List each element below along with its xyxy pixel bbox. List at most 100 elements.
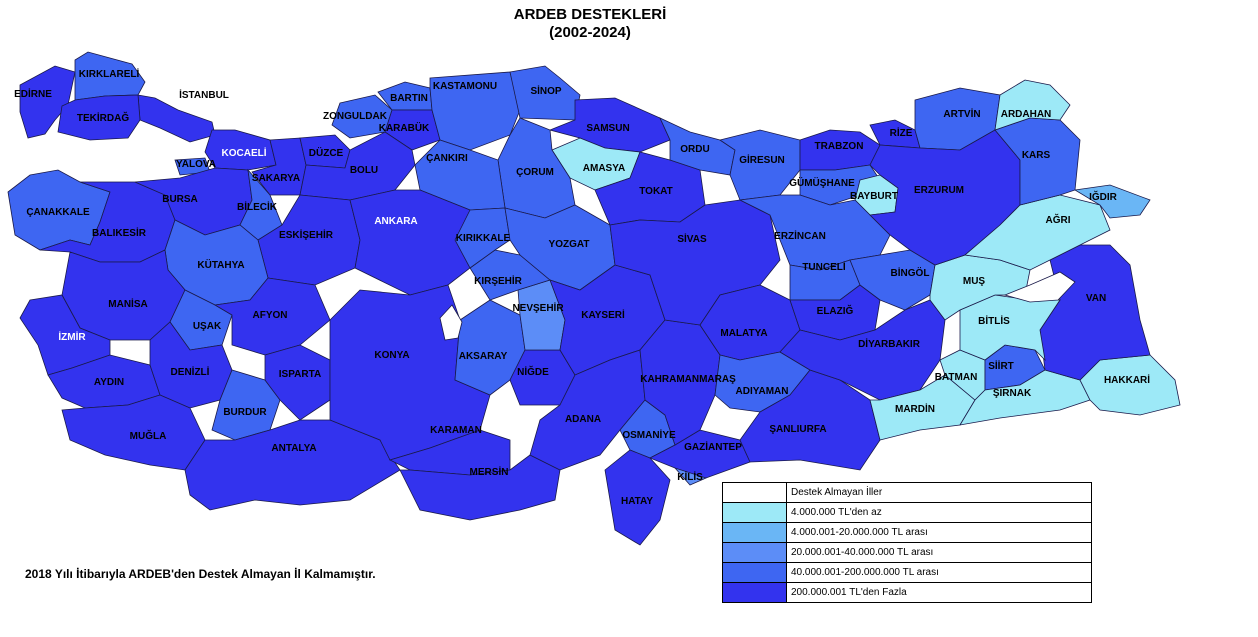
province-label-ordu: ORDU [680, 144, 709, 155]
province-label-tekirdag: TEKİRDAĞ [77, 111, 129, 124]
province-label-isparta: ISPARTA [279, 369, 321, 380]
province-label-bilecik: BİLECİK [237, 200, 278, 213]
province-label-canakkale: ÇANAKKALE [26, 207, 90, 218]
province-label-nigde: NİĞDE [517, 365, 549, 378]
province-agri [964, 194, 1111, 271]
province-label-malatya: MALATYA [720, 328, 767, 339]
province-label-elazig: ELAZIĞ [817, 304, 854, 317]
province-label-mus: MUŞ [963, 276, 986, 287]
province-label-cankiri: ÇANKIRI [426, 153, 468, 164]
province-label-sivas: SİVAS [677, 232, 707, 245]
province-label-usak: UŞAK [193, 321, 222, 332]
province-label-adiyaman: ADIYAMAN [736, 386, 789, 397]
province-label-aksaray: AKSARAY [459, 351, 508, 362]
map-subtitle: (2002-2024) [549, 24, 631, 41]
province-label-zonguldak: ZONGULDAK [323, 111, 388, 122]
province-afyon [213, 277, 331, 356]
province-label-corum: ÇORUM [516, 167, 554, 178]
legend-row: 4.000.000 TL'den az [722, 502, 1092, 523]
province-label-osmaniye: OSMANİYE [622, 428, 676, 441]
province-label-yalova: YALOVA [176, 159, 216, 170]
province-label-erzincan: ERZİNCAN [774, 229, 826, 242]
province-label-duzce: DÜZCE [309, 146, 344, 159]
province-label-nevsehir: NEVŞEHİR [512, 301, 564, 314]
province-label-bartin: BARTIN [390, 93, 428, 104]
province-ardahan [994, 79, 1071, 131]
legend-row: 40.000.001-200.000.000 TL arası [722, 562, 1092, 583]
province-label-gaziantep: GAZİANTEP [684, 440, 742, 453]
province-label-burdur: BURDUR [223, 407, 267, 418]
province-label-sirnak: ŞIRNAK [993, 388, 1032, 399]
province-label-kirklareli: KIRKLARELİ [79, 67, 140, 80]
province-label-agri: AĞRI [1046, 213, 1071, 226]
province-label-edirne: EDİRNE [14, 87, 52, 100]
lake-1 [439, 304, 463, 341]
province-label-rize: RİZE [890, 126, 913, 139]
province-label-van: VAN [1086, 293, 1106, 304]
province-label-bursa: BURSA [162, 194, 198, 205]
province-label-artvin: ARTVİN [943, 107, 980, 120]
province-label-afyon: AFYON [253, 310, 288, 321]
province-label-kahramanmaras: KAHRAMANMARAŞ [640, 374, 736, 385]
province-label-mersin: MERSİN [470, 465, 509, 478]
legend-swatch [722, 582, 787, 603]
lake-0 [1003, 271, 1076, 303]
legend-row: 20.000.001-40.000.000 TL arası [722, 542, 1092, 563]
province-label-antalya: ANTALYA [271, 443, 316, 454]
province-label-hatay: HATAY [621, 496, 653, 507]
legend-swatch [722, 562, 787, 583]
legend-row: 200.000.001 TL'den Fazla [722, 582, 1092, 603]
province-label-kilis: KİLİS [677, 470, 703, 483]
province-label-kutahya: KÜTAHYA [197, 258, 244, 271]
province-label-tokat: TOKAT [639, 186, 673, 197]
province-hatay [604, 449, 671, 546]
province-label-hakkari: HAKKARİ [1104, 373, 1150, 386]
province-label-bingol: BİNGÖL [891, 266, 930, 279]
province-label-aydin: AYDIN [94, 377, 124, 388]
legend-swatch [722, 502, 787, 523]
legend-label: 200.000.001 TL'den Fazla [786, 582, 1092, 603]
province-label-kayseri: KAYSERİ [581, 308, 625, 321]
province-label-erzurum: ERZURUM [914, 185, 964, 196]
legend-row: Destek Almayan İller [722, 482, 1092, 503]
province-burdur [211, 369, 281, 441]
province-label-kirikkale: KIRIKKALE [456, 233, 511, 244]
province-label-bitlis: BİTLİS [978, 314, 1010, 327]
province-label-sinop: SİNOP [530, 84, 561, 97]
province-sivas [609, 199, 781, 326]
province-erzurum [869, 129, 1021, 266]
legend-swatch [722, 482, 787, 503]
footnote: 2018 Yılı İtibarıyla ARDEB'den Destek Al… [25, 567, 376, 581]
province-label-kirsehir: KIRŞEHİR [474, 274, 523, 287]
province-label-sakarya: SAKARYA [252, 173, 300, 184]
legend-label: Destek Almayan İller [786, 482, 1092, 503]
province-label-karabuk: KARABÜK [379, 121, 430, 134]
legend: Destek Almayan İller 4.000.000 TL'den az 4… [722, 482, 1092, 603]
province-label-istanbul: İSTANBUL [179, 88, 229, 101]
legend-label: 4.000.000 TL'den az [786, 502, 1092, 523]
province-label-bayburt: BAYBURT [850, 191, 898, 202]
legend-label: 20.000.001-40.000.000 TL arası [786, 542, 1092, 563]
legend-label: 40.000.001-200.000.000 TL arası [786, 562, 1092, 583]
legend-swatch [722, 522, 787, 543]
province-label-kastamonu: KASTAMONU [433, 81, 497, 92]
province-label-eskisehir: ESKİŞEHİR [279, 228, 334, 241]
province-isparta [264, 344, 331, 421]
province-label-samsun: SAMSUN [586, 123, 629, 134]
province-label-giresun: GİRESUN [739, 153, 785, 166]
province-label-batman: BATMAN [935, 372, 978, 383]
legend-swatch [722, 542, 787, 563]
province-label-siirt: SİİRT [988, 359, 1014, 372]
province-label-mardin: MARDİN [895, 402, 935, 415]
province-label-amasya: AMASYA [583, 163, 625, 174]
map-title: ARDEB DESTEKLERİ [513, 6, 667, 23]
province-igdir [1073, 184, 1151, 219]
province-label-ardahan: ARDAHAN [1001, 109, 1052, 120]
province-label-ankara: ANKARA [374, 216, 417, 227]
province-label-diyarbakir: DİYARBAKIR [858, 337, 921, 350]
province-label-adana: ADANA [565, 414, 601, 425]
province-label-bolu: BOLU [350, 165, 378, 176]
province-label-balikesir: BALIKESİR [92, 226, 147, 239]
province-label-igdir: IĞDIR [1089, 190, 1118, 203]
province-istanbul [137, 94, 216, 143]
